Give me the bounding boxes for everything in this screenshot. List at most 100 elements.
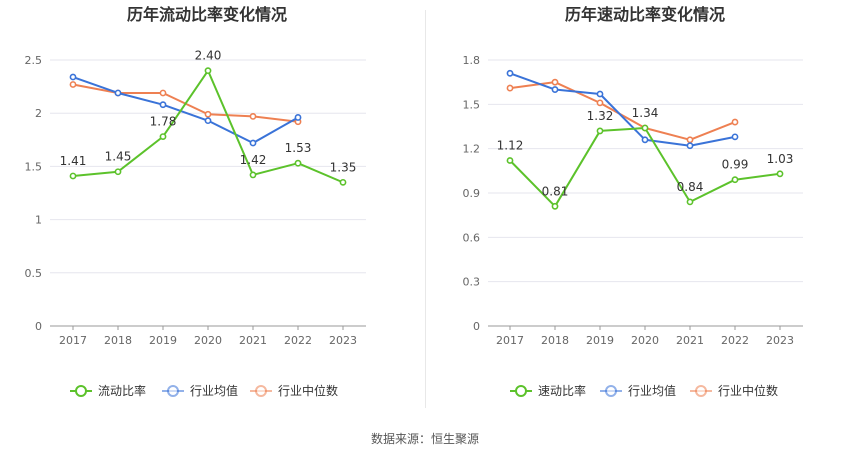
data-point-industry_avg <box>551 86 559 93</box>
data-point-industry_median <box>159 89 167 97</box>
data-label: 1.34 <box>632 106 659 120</box>
series-industry_median <box>506 78 739 144</box>
y-tick-label: 0.6 <box>463 231 481 244</box>
data-point-company <box>686 198 694 206</box>
y-tick-label: 1.8 <box>463 54 481 67</box>
x-tick-label: 2023 <box>766 334 794 347</box>
data-point-industry_avg <box>731 133 739 141</box>
legend-label: 行业均值 <box>628 383 676 398</box>
series-industry_avg <box>69 73 302 147</box>
data-label: 0.99 <box>722 158 749 172</box>
y-tick-label: 1 <box>35 214 42 227</box>
series-company <box>506 124 784 210</box>
data-label: 1.03 <box>767 152 794 166</box>
x-tick-label: 2018 <box>104 334 132 347</box>
legend-marker-icon <box>695 385 707 397</box>
data-point-company <box>776 170 784 178</box>
x-tick-label: 2023 <box>329 334 357 347</box>
chart-panel-1: 历年流动比率变化情况 0 0.5 1 1.5 2 2.5 2017 2018 2019 2020 20… <box>25 5 366 398</box>
x-tick-label: 2017 <box>496 334 524 347</box>
data-point-company <box>339 178 347 186</box>
data-point-industry_avg <box>69 73 77 81</box>
data-label: 0.84 <box>677 180 704 194</box>
data-point-industry_median <box>249 112 257 120</box>
data-point-industry_avg <box>506 69 514 77</box>
data-point-company <box>551 202 559 210</box>
y-tick-label: 1.2 <box>463 143 481 156</box>
x-tick-label: 2019 <box>586 334 614 347</box>
x-tick-label: 2022 <box>284 334 312 347</box>
series-industry_avg <box>506 69 739 150</box>
data-point-industry_median <box>69 81 77 88</box>
data-point-company <box>731 176 739 184</box>
chart-title: 历年速动比率变化情况 <box>565 5 725 24</box>
data-point-industry_avg <box>114 89 122 97</box>
x-tick-label: 2020 <box>631 334 659 347</box>
data-point-industry_avg <box>596 90 604 98</box>
data-label: 1.12 <box>497 138 524 152</box>
legend-item-company: 流动比率 <box>70 383 146 398</box>
legend-label: 行业中位数 <box>278 383 338 398</box>
series-line-company <box>72 69 344 184</box>
legend-label: 速动比率 <box>538 383 586 398</box>
y-tick-label: 0.3 <box>463 276 481 289</box>
data-point-industry_avg <box>204 117 212 125</box>
legend-item-industry_median: 行业中位数 <box>250 383 338 398</box>
legend-label: 行业均值 <box>190 383 238 398</box>
data-point-industry_median <box>596 99 604 107</box>
x-tick-label: 2022 <box>721 334 749 347</box>
data-point-company <box>596 127 604 135</box>
data-label: 1.45 <box>105 150 132 164</box>
chart-panel-2: 历年速动比率变化情况 0 0.3 0.6 0.9 1.2 1.5 1.8 2017 2018 201… <box>463 5 803 398</box>
data-point-industry_median <box>204 110 212 118</box>
legend-label: 流动比率 <box>98 383 146 398</box>
x-tick-label: 2020 <box>194 334 222 347</box>
data-point-company <box>159 133 167 141</box>
legend-label: 行业中位数 <box>718 383 778 398</box>
data-label: 1.78 <box>150 115 177 129</box>
x-tick-label: 2017 <box>59 334 87 347</box>
data-label: 1.41 <box>60 154 87 168</box>
legend-item-company: 速动比率 <box>510 383 586 398</box>
data-source-note: 数据来源：恒生聚源 <box>370 432 479 446</box>
data-point-company <box>294 159 302 167</box>
x-tick-label: 2019 <box>149 334 177 347</box>
chart-title: 历年流动比率变化情况 <box>127 5 287 24</box>
series-line-industry_avg <box>72 76 299 144</box>
data-label: 1.32 <box>587 109 614 123</box>
y-tick-label: 0.9 <box>463 187 481 200</box>
data-point-company <box>249 171 257 179</box>
legend-item-industry_median: 行业中位数 <box>690 383 778 398</box>
data-point-company <box>114 168 122 176</box>
data-point-industry_median <box>731 118 739 126</box>
series-company <box>69 67 347 186</box>
y-tick-label: 2.5 <box>25 54 43 67</box>
data-point-industry_avg <box>294 114 302 121</box>
data-label: 1.53 <box>285 141 312 155</box>
y-tick-label: 0 <box>473 320 480 333</box>
data-label: 1.35 <box>330 160 357 174</box>
series-line-industry_median <box>509 81 736 141</box>
data-point-industry_median <box>551 78 559 86</box>
data-label: 1.42 <box>240 153 267 167</box>
data-point-industry_avg <box>641 136 649 144</box>
data-point-company <box>69 172 77 180</box>
x-tick-label: 2021 <box>239 334 267 347</box>
data-point-industry_avg <box>249 139 257 147</box>
data-point-industry_avg <box>686 142 694 150</box>
data-point-company <box>204 67 212 75</box>
legend-marker-icon <box>605 385 617 397</box>
data-point-company <box>506 157 514 164</box>
legend-marker-icon <box>515 385 527 397</box>
y-tick-label: 0.5 <box>25 267 43 280</box>
data-point-industry_avg <box>159 101 167 109</box>
legend-marker-icon <box>167 385 179 397</box>
x-tick-label: 2018 <box>541 334 569 347</box>
panel-divider <box>425 10 426 408</box>
legend-item-industry_avg: 行业均值 <box>600 383 676 398</box>
data-point-company <box>641 124 649 132</box>
data-point-industry_median <box>506 84 514 92</box>
data-label: 2.40 <box>195 49 222 63</box>
